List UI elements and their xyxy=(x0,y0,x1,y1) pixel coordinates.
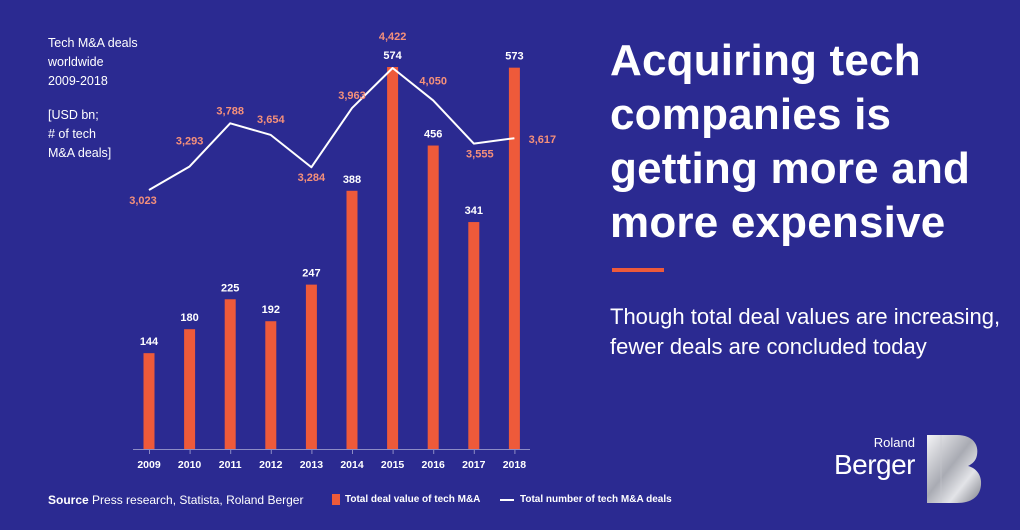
x-tick-label: 2014 xyxy=(340,459,364,471)
logo-b-icon xyxy=(927,435,982,503)
line-value-label: 3,284 xyxy=(298,172,326,184)
line-value-label: 3,555 xyxy=(466,149,494,161)
chart-units-line: # of tech xyxy=(48,127,96,141)
x-tick-label: 2010 xyxy=(178,459,202,471)
bar-value-label: 192 xyxy=(262,304,280,316)
line-value-label: 4,050 xyxy=(419,75,447,87)
chart-title: Tech M&A deals worldwide 2009-2018 xyxy=(48,34,138,91)
bar xyxy=(346,190,358,449)
line-value-label: 3,788 xyxy=(216,105,244,117)
x-tick-label: 2009 xyxy=(137,459,161,471)
x-tick-label: 2017 xyxy=(462,459,486,471)
accent-divider xyxy=(612,268,664,272)
bar-value-label: 341 xyxy=(465,205,483,217)
logo-text-berger: Berger xyxy=(833,449,916,480)
bar-value-label: 247 xyxy=(302,268,320,280)
bar-value-label: 456 xyxy=(424,129,442,141)
x-tick-label: 2015 xyxy=(381,459,405,471)
x-tick-label: 2011 xyxy=(219,459,242,471)
source-text: Press research, Statista, Roland Berger xyxy=(92,493,304,507)
legend-label-bar: Total deal value of tech M&A xyxy=(345,494,481,505)
bar xyxy=(224,299,236,449)
line-value-label: 3,963 xyxy=(338,90,366,102)
x-tick-label: 2013 xyxy=(300,459,324,471)
line-value-label: 3,654 xyxy=(257,114,285,126)
x-tick-label: 2012 xyxy=(259,459,283,471)
bar-value-label: 388 xyxy=(343,174,361,186)
bar xyxy=(143,353,155,449)
line-value-label: 3,617 xyxy=(529,134,557,146)
bar-value-label: 574 xyxy=(383,50,402,62)
legend-item-line: Total number of tech M&A deals xyxy=(500,494,672,505)
legend-swatch-bar xyxy=(332,494,340,505)
source-label: Source xyxy=(48,493,89,507)
chart-title-line: Tech M&A deals xyxy=(48,36,138,50)
bar xyxy=(508,67,520,450)
bar-value-label: 180 xyxy=(180,312,198,324)
bar xyxy=(427,145,439,450)
chart-units-line: M&A deals] xyxy=(48,146,112,160)
bar xyxy=(305,284,317,449)
bar-value-label: 144 xyxy=(140,336,159,348)
line-value-label: 4,422 xyxy=(379,31,407,43)
headline: Acquiring tech companies is getting more… xyxy=(610,36,971,247)
legend-swatch-line xyxy=(500,498,514,501)
roland-berger-logo: Roland Berger xyxy=(815,435,985,505)
line-value-label: 3,023 xyxy=(129,195,157,207)
bar xyxy=(184,329,196,449)
bar xyxy=(265,321,277,449)
chart-units-line: [USD bn; xyxy=(48,108,99,122)
line-series xyxy=(148,67,515,191)
x-tick-label: 2018 xyxy=(503,459,527,471)
legend-label-line: Total number of tech M&A deals xyxy=(520,494,672,505)
x-tick-label: 2016 xyxy=(422,459,446,471)
subheadline: Though total deal values are increasing,… xyxy=(610,304,1001,359)
bar-value-label: 225 xyxy=(221,282,239,294)
chart-units: [USD bn; # of tech M&A deals] xyxy=(48,106,158,163)
source-note: Source Press research, Statista, Roland … xyxy=(48,493,303,507)
chart-title-line: worldwide xyxy=(48,55,104,69)
line-value-label: 3,293 xyxy=(176,135,204,147)
legend-item-bar: Total deal value of tech M&A xyxy=(332,494,480,505)
bar-value-label: 573 xyxy=(505,51,523,63)
chart-title-line: 2009-2018 xyxy=(48,74,108,88)
bar xyxy=(387,67,399,449)
bar xyxy=(468,222,480,449)
logo-text-roland: Roland xyxy=(873,435,915,450)
